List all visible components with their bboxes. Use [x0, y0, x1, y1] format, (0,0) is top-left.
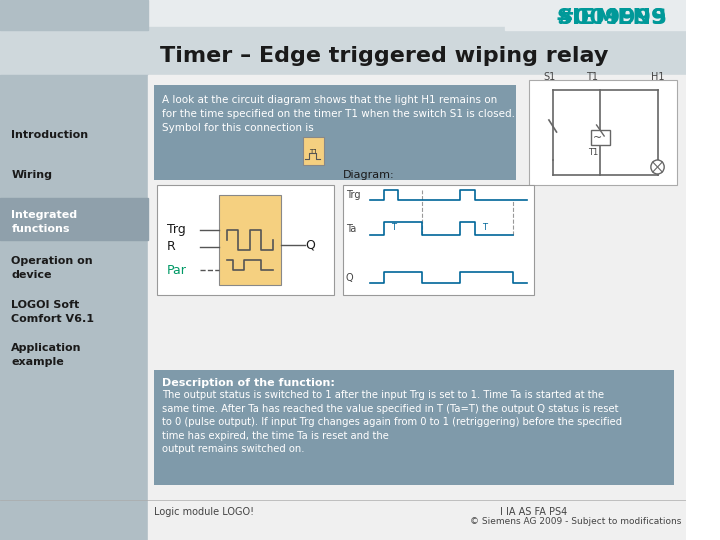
FancyBboxPatch shape [154, 370, 674, 485]
Text: T1: T1 [309, 149, 318, 155]
Bar [0, 27, 686, 75]
Text: LOGOI Soft
Comfort V6.1: LOGOI Soft Comfort V6.1 [12, 300, 94, 323]
Bar [529, 80, 677, 185]
Text: Q: Q [346, 273, 354, 283]
Text: H1: H1 [651, 72, 665, 82]
Text: Ta: Ta [346, 224, 356, 234]
Bar [0, 198, 148, 240]
Text: R: R [167, 240, 176, 253]
Bar [0, 0, 148, 30]
Bar [0, 0, 686, 30]
Text: SIEMENS: SIEMENS [556, 8, 667, 28]
Text: Trg: Trg [346, 190, 361, 200]
Bar [219, 195, 281, 285]
Bar [148, 75, 686, 540]
Text: T1: T1 [588, 148, 598, 157]
Bar [157, 185, 333, 295]
Text: Operation on
device: Operation on device [12, 256, 93, 280]
Text: Logic module LOGO!: Logic module LOGO! [154, 507, 254, 517]
FancyBboxPatch shape [154, 85, 516, 180]
Text: Q: Q [305, 239, 315, 252]
Text: The output status is switched to 1 after the input Trg is set to 1. Time Ta is s: The output status is switched to 1 after… [162, 390, 622, 454]
Bar [343, 185, 534, 295]
Text: Introduction: Introduction [12, 130, 89, 140]
Text: T: T [391, 222, 396, 232]
Text: ~: ~ [593, 133, 602, 143]
Text: Par: Par [167, 264, 186, 276]
Text: Trg: Trg [167, 224, 186, 237]
Text: #009999: #009999 [556, 8, 667, 28]
FancyBboxPatch shape [303, 137, 324, 165]
Text: Wiring: Wiring [12, 170, 53, 180]
Text: T1: T1 [586, 72, 598, 82]
Text: Description of the function:: Description of the function: [162, 378, 335, 388]
Text: Application
example: Application example [12, 343, 82, 367]
Text: © Siemens AG 2009 - Subject to modifications: © Siemens AG 2009 - Subject to modificat… [470, 517, 681, 526]
Text: Integrated
functions: Integrated functions [12, 211, 78, 234]
Bar [591, 130, 610, 145]
Bar [0, 75, 148, 540]
Text: S1: S1 [543, 72, 555, 82]
Bar [505, 0, 686, 30]
Text: I IA AS FA PS4: I IA AS FA PS4 [500, 507, 567, 517]
Circle shape [651, 160, 665, 174]
Text: A look at the circuit diagram shows that the light H1 remains on
for the time sp: A look at the circuit diagram shows that… [162, 95, 515, 133]
Text: Timer – Edge triggered wiping relay: Timer – Edge triggered wiping relay [160, 46, 608, 66]
Text: T: T [482, 222, 487, 232]
Text: Diagram:: Diagram: [343, 170, 395, 180]
